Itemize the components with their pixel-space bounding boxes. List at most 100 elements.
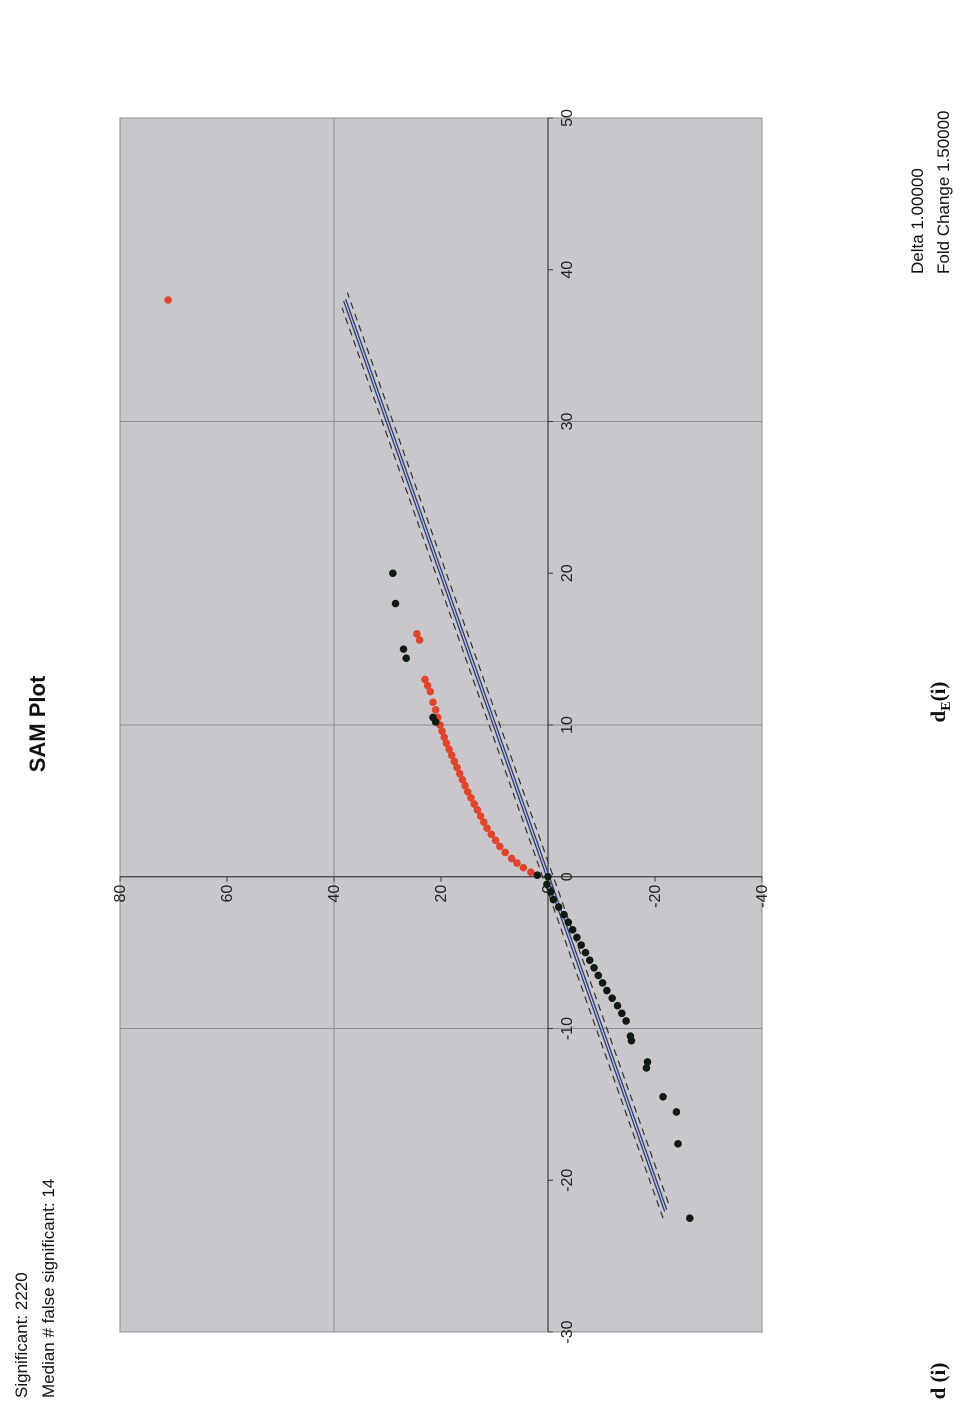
y-tick-label: -40	[754, 885, 771, 908]
x-tick-label: 30	[559, 413, 576, 431]
data-point	[573, 933, 581, 942]
data-point	[458, 775, 467, 784]
data-point	[399, 645, 408, 653]
x-tick-label: 10	[559, 716, 576, 734]
data-point	[581, 948, 590, 957]
reference-lines	[341, 292, 669, 1219]
x-axis-title-subscript: E	[939, 701, 954, 710]
delta-value: Delta 1.00000	[908, 168, 927, 274]
data-point	[391, 599, 400, 608]
data-point	[421, 675, 429, 684]
chart-title: SAM Plot	[25, 675, 50, 772]
upper-band-line	[341, 307, 664, 1219]
y-tick-label: 40	[326, 885, 343, 903]
data-point	[643, 1058, 652, 1066]
fold-change-value: Fold Change 1.50000	[934, 110, 953, 274]
data-point	[431, 706, 440, 714]
data-points	[164, 296, 694, 1222]
data-point	[402, 654, 411, 663]
data-point	[463, 787, 472, 796]
data-point	[585, 956, 594, 965]
data-point	[496, 842, 504, 851]
data-point	[483, 824, 491, 832]
x-tick-label: -10	[559, 1017, 576, 1040]
data-point	[527, 868, 535, 876]
data-point	[501, 848, 510, 857]
data-point	[627, 1036, 636, 1045]
data-point	[618, 1009, 626, 1018]
data-point	[594, 971, 603, 980]
x-axis-title-main: d	[926, 710, 950, 722]
data-point	[476, 812, 485, 820]
data-point	[554, 903, 563, 911]
data-point	[442, 739, 451, 748]
x-tick-label: 50	[559, 109, 576, 127]
data-point	[549, 895, 558, 904]
data-point	[413, 630, 421, 638]
data-point	[598, 979, 607, 987]
data-point	[577, 941, 585, 949]
data-point	[453, 763, 461, 772]
y-axis-title: d (i)	[926, 1363, 950, 1400]
y-tick-label: -20	[647, 885, 664, 908]
data-point	[568, 926, 577, 934]
x-tick-label: -30	[559, 1320, 576, 1343]
data-point	[429, 698, 437, 707]
center-line-b	[345, 298, 668, 1210]
lower-band-line	[346, 292, 669, 1204]
data-point	[659, 1092, 667, 1101]
x-axis-title: dE(i)	[926, 682, 954, 723]
data-point	[590, 963, 598, 972]
data-point	[423, 681, 432, 690]
data-point	[445, 745, 453, 754]
data-point	[608, 994, 617, 1002]
y-tick-label: 60	[219, 885, 236, 903]
x-tick-label: 0	[559, 872, 576, 881]
x-tick-label: 40	[559, 261, 576, 279]
data-point	[438, 727, 446, 735]
data-point	[672, 1108, 681, 1116]
data-point	[426, 687, 435, 696]
data-point	[674, 1140, 682, 1148]
data-point	[473, 806, 482, 814]
significant-count: Significant: 2220	[12, 1272, 31, 1398]
data-point	[480, 818, 488, 826]
data-point	[685, 1214, 694, 1222]
data-point	[560, 910, 568, 919]
data-point	[613, 1001, 622, 1010]
data-point	[544, 872, 552, 881]
data-point	[389, 569, 397, 578]
x-tick-label: -20	[559, 1169, 576, 1192]
data-point	[513, 859, 521, 867]
data-point	[543, 880, 551, 889]
median-false-significant: Median # false significant: 14	[39, 1179, 58, 1398]
data-point	[491, 836, 500, 845]
x-axis-title-suffix: (i)	[926, 682, 950, 702]
y-tick-label: 80	[112, 885, 129, 903]
data-point	[455, 769, 464, 778]
data-point	[622, 1017, 630, 1025]
data-point	[450, 757, 459, 766]
data-point	[461, 781, 469, 790]
data-point	[564, 918, 573, 927]
x-tick-label: 20	[559, 564, 576, 582]
data-point	[415, 636, 424, 644]
data-point	[603, 986, 611, 995]
data-point	[507, 854, 516, 863]
data-point	[546, 888, 555, 896]
data-point	[519, 863, 528, 872]
data-point	[467, 794, 475, 802]
data-point	[431, 718, 440, 726]
center-line-a	[343, 300, 666, 1212]
data-point	[487, 830, 496, 839]
y-tick-label: 20	[433, 885, 450, 903]
data-point	[642, 1064, 651, 1072]
data-point	[470, 800, 478, 808]
data-point	[533, 871, 542, 880]
data-point	[164, 296, 172, 304]
data-point	[447, 751, 456, 760]
data-point	[440, 733, 449, 741]
